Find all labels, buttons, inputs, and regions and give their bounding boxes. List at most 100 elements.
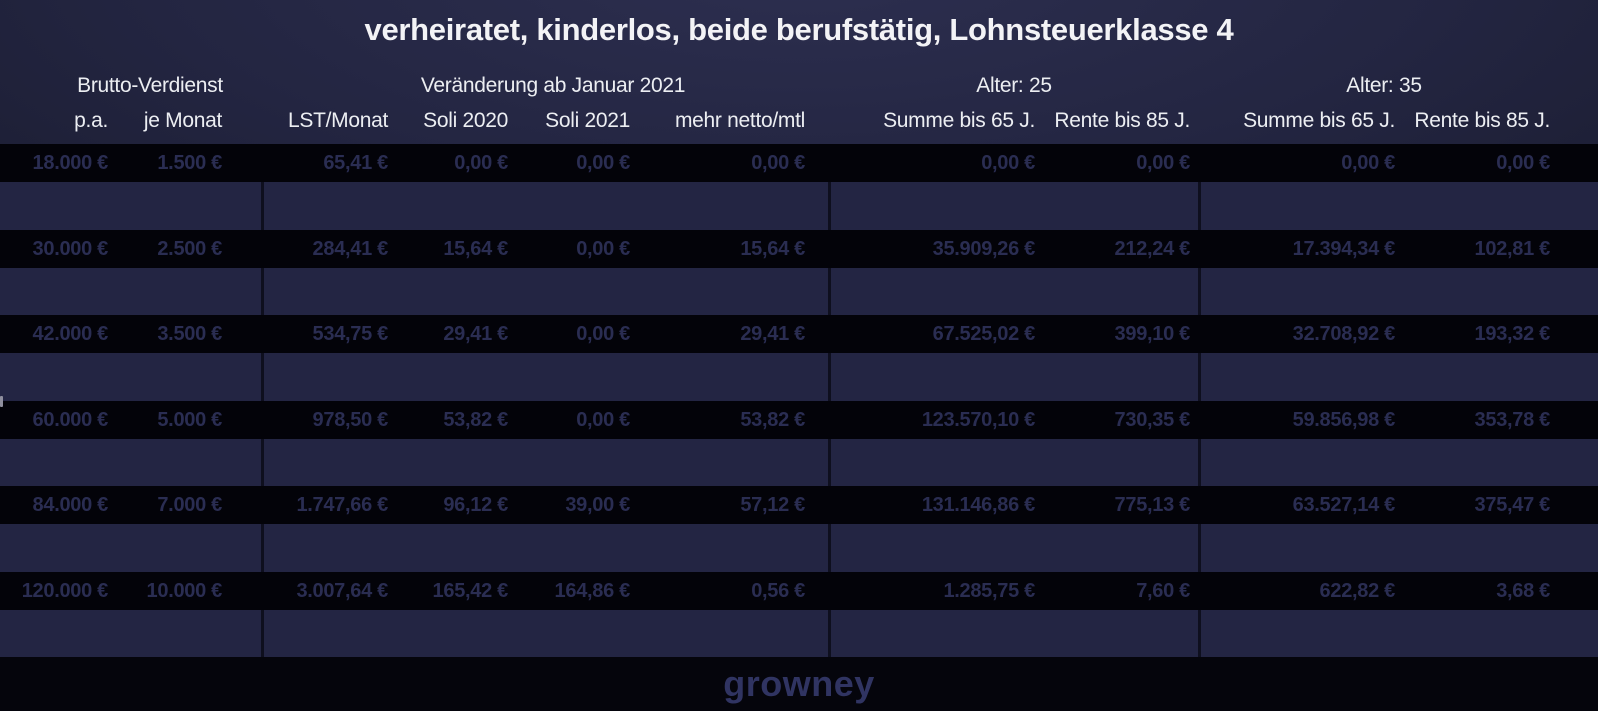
column-divider [1198,353,1201,401]
table-cell: 15,64 € [740,237,805,260]
table-cell: 375,47 € [1474,494,1551,516]
column-header-lst-monat: LST/Monat [287,109,388,132]
table-cell: 0,00 € [1496,152,1550,174]
table-cell: 123.570,10 € [921,408,1035,431]
table-cell: 102,81 € [1474,237,1551,260]
table-cell: 3.500 € [157,323,222,345]
table-cell: 284,41 € [312,237,389,260]
table-row: 30.000 € 2.500 € 284,41 € 15,64 € 0,00 € 15,6… [0,229,1598,268]
table-cell: 131.146,86 € [921,494,1035,516]
column-header-rente-85-alter35: Rente bis 85 J. [1414,109,1550,132]
table-body: 18.000 € 1.500 € 65,41 € 0,00 € 0,00 € 0,00 €… [0,144,1598,657]
column-divider [828,524,831,572]
table-cell: 0,00 € [576,408,630,431]
footer-band: growney [0,657,1598,711]
table-cell: 353,78 € [1474,408,1551,431]
table-cell: 59.856,98 € [1292,408,1396,431]
table-cell: 39,00 € [565,494,630,516]
column-header-soli-2020: Soli 2020 [423,109,508,132]
table-cell: 3.007,64 € [296,579,388,602]
table-cell: 53,82 € [443,408,508,431]
table-cell: 57,12 € [740,494,805,516]
column-divider [1198,182,1201,230]
row-spacer [0,609,1598,657]
table-row: 60.000 € 5.000 € 978,50 € 53,82 € 0,00 € 53,8… [0,400,1598,439]
table-cell: 0,00 € [1136,152,1190,174]
table-cell: 42.000 € [32,323,109,345]
table-cell: 0,00 € [576,323,630,345]
column-header-pa: p.a. [74,109,108,132]
table-cell: 10.000 € [146,579,223,602]
table-cell: 96,12 € [443,494,508,516]
table-cell: 53,82 € [740,408,805,431]
table-cell: 164,86 € [554,579,631,602]
table-row: 120.000 € 10.000 € 3.007,64 € 165,42 € 164,8… [0,571,1598,610]
table-row: 84.000 € 7.000 € 1.747,66 € 96,12 € 39,00 € 5… [0,486,1598,524]
column-header-mehr-netto: mehr netto/mtl [674,109,805,132]
group-header-alter-25: Alter: 25 [976,74,1052,97]
growney-logo: growney [723,663,875,704]
column-divider [828,609,831,657]
table-cell: 30.000 € [32,237,109,260]
table-cell: 5.000 € [157,408,222,431]
row-spacer [0,438,1598,486]
table-cell: 7,60 € [1136,579,1190,602]
table-cell: 17.394,34 € [1292,237,1396,260]
row-spacer [0,353,1598,401]
row-spacer [0,267,1598,315]
column-divider [261,609,264,657]
row-spacer [0,524,1598,572]
table-cell: 212,24 € [1114,237,1191,260]
table-cell: 29,41 € [443,323,508,345]
table-cell: 775,13 € [1114,494,1191,516]
table-cell: 622,82 € [1319,579,1396,602]
table-cell: 0,56 € [751,579,805,602]
table-row: 18.000 € 1.500 € 65,41 € 0,00 € 0,00 € 0,00 €… [0,144,1598,182]
table-cell: 18.000 € [32,152,109,174]
table-cell: 0,00 € [751,152,805,174]
column-divider [828,438,831,486]
column-header-summe-65-alter35: Summe bis 65 J. [1243,109,1395,132]
group-header-alter-35: Alter: 35 [1346,74,1422,97]
column-divider [261,524,264,572]
column-divider [1198,609,1201,657]
column-header-rente-85-alter25: Rente bis 85 J. [1054,109,1190,132]
column-divider [261,182,264,230]
table-cell: 32.708,92 € [1292,323,1396,345]
table-cell: 193,32 € [1474,323,1551,345]
table-cell: 730,35 € [1114,408,1191,431]
table-cell: 35.909,26 € [932,237,1036,260]
column-header-summe-65-alter25: Summe bis 65 J. [883,109,1035,132]
table-cell: 84.000 € [32,494,109,516]
table-cell: 165,42 € [432,579,509,602]
group-header-brutto-verdienst: Brutto-Verdienst [77,74,223,97]
table-cell: 15,64 € [443,237,508,260]
table-cell: 0,00 € [454,152,508,174]
table-header: verheiratet, kinderlos, beide berufstäti… [0,0,1598,144]
table-cell: 0,00 € [576,237,630,260]
column-divider [828,267,831,315]
table-cell: 1.747,66 € [296,494,388,516]
table-cell: 399,10 € [1114,323,1191,345]
table-cell: 0,00 € [981,152,1035,174]
column-header-je-monat: je Monat [143,109,222,132]
table-row: 42.000 € 3.500 € 534,75 € 29,41 € 0,00 € 29,4… [0,315,1598,353]
column-divider [1198,438,1201,486]
table-cell: 29,41 € [740,323,805,345]
table-cell: 2.500 € [157,237,222,260]
group-header-veraenderung-2021: Veränderung ab Januar 2021 [420,74,686,97]
table-cell: 1.500 € [157,152,222,174]
table-cell: 7.000 € [157,494,222,516]
page-title: verheiratet, kinderlos, beide berufstäti… [364,12,1234,47]
table-cell: 120.000 € [21,579,109,602]
table-cell: 3,68 € [1496,579,1550,602]
table-cell: 978,50 € [312,408,389,431]
table-cell: 65,41 € [323,152,388,174]
row-spacer [0,182,1598,230]
column-divider [1198,524,1201,572]
edge-artifact [0,396,3,407]
table-cell: 0,00 € [1341,152,1395,174]
table-cell: 60.000 € [32,408,109,431]
table-cell: 0,00 € [576,152,630,174]
